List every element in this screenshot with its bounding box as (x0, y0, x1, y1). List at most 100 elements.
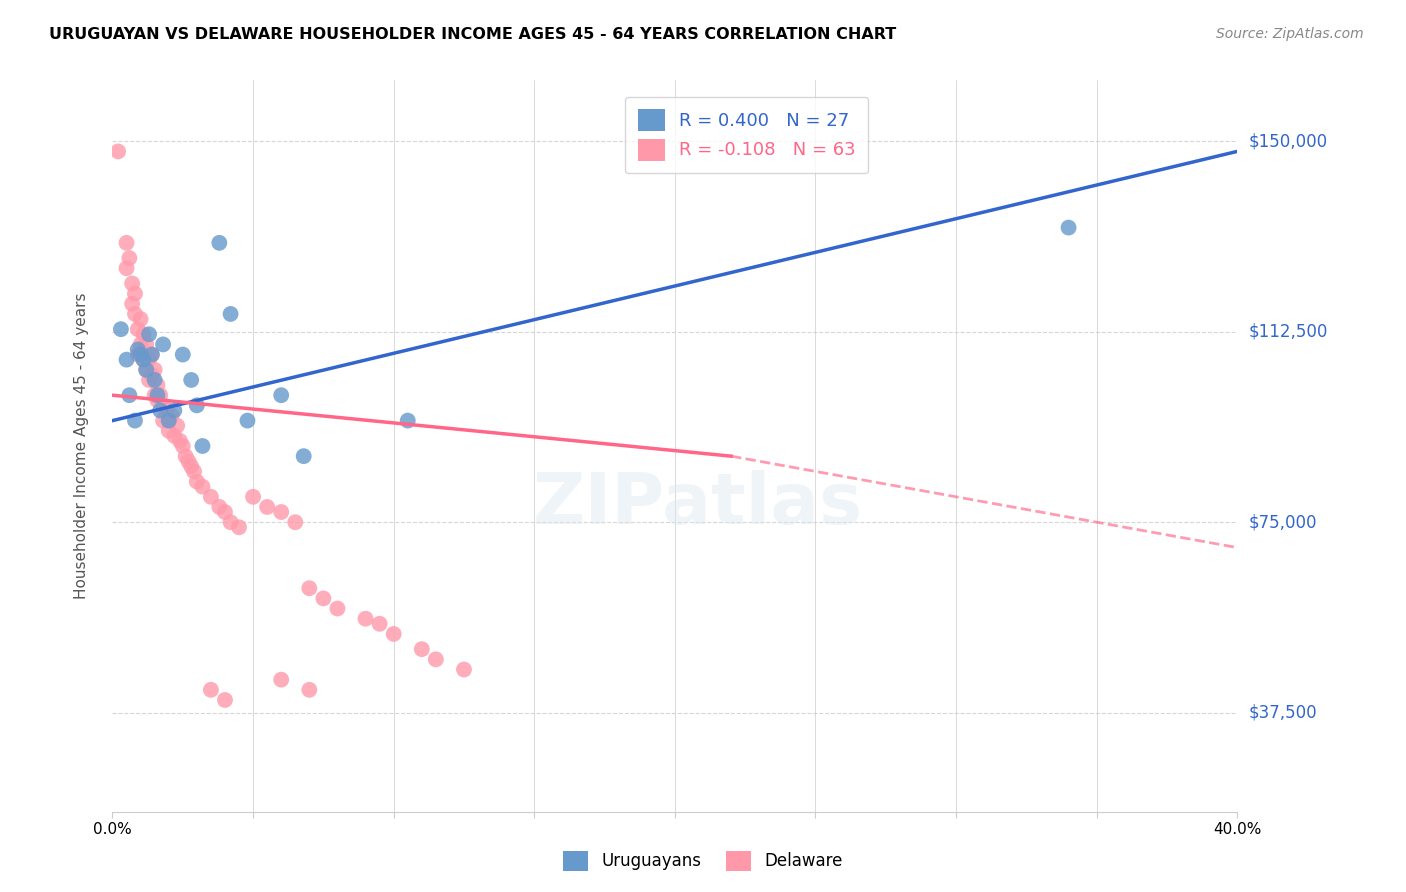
Point (326, 601, 349, 615)
Point (129, 312, 152, 326)
Y-axis label: Householder Income Ages 45 - 64 years: Householder Income Ages 45 - 64 years (75, 293, 89, 599)
Point (129, 337, 152, 351)
Point (160, 409, 183, 423)
Legend: R = 0.400   N = 27, R = -0.108   N = 63: R = 0.400 N = 27, R = -0.108 N = 63 (624, 96, 869, 173)
Point (149, 403, 172, 417)
Text: ZIPatlas: ZIPatlas (533, 470, 862, 539)
Point (425, 652, 447, 666)
Point (141, 347, 163, 362)
Point (143, 373, 166, 387)
Point (1057, 220, 1080, 235)
Point (242, 490, 264, 504)
Text: $37,500: $37,500 (1249, 704, 1317, 722)
Point (146, 393, 169, 408)
Point (124, 414, 146, 428)
Text: $75,000: $75,000 (1249, 513, 1317, 532)
Point (135, 363, 157, 377)
Legend: Uruguayans, Delaware: Uruguayans, Delaware (554, 842, 852, 880)
Point (214, 505, 236, 519)
Point (138, 352, 160, 367)
Point (146, 388, 169, 402)
Point (219, 307, 242, 321)
Point (191, 439, 214, 453)
Point (152, 414, 174, 428)
Point (382, 627, 405, 641)
Text: $150,000: $150,000 (1249, 132, 1327, 150)
Point (368, 616, 391, 631)
Point (115, 352, 138, 367)
Point (284, 515, 307, 529)
Point (219, 515, 242, 529)
Point (396, 414, 419, 428)
Point (186, 398, 208, 412)
Point (132, 352, 155, 367)
Point (129, 347, 152, 362)
Point (298, 581, 321, 595)
Point (166, 418, 188, 433)
Point (180, 459, 202, 474)
Point (143, 388, 166, 402)
Point (256, 500, 278, 514)
Point (127, 347, 149, 362)
Point (132, 352, 155, 367)
Point (141, 368, 163, 382)
Point (270, 505, 292, 519)
Point (118, 388, 141, 402)
Point (118, 251, 141, 265)
Point (174, 449, 197, 463)
Point (138, 373, 160, 387)
Point (169, 434, 191, 448)
Point (157, 414, 180, 428)
Point (172, 439, 194, 453)
Point (152, 398, 174, 412)
Point (157, 414, 180, 428)
Point (146, 378, 169, 392)
Point (163, 403, 186, 417)
Point (200, 490, 222, 504)
Point (135, 363, 157, 377)
Point (135, 337, 157, 351)
Point (208, 500, 231, 514)
Point (110, 322, 132, 336)
Point (236, 414, 259, 428)
Text: Source: ZipAtlas.com: Source: ZipAtlas.com (1216, 27, 1364, 41)
Point (138, 327, 160, 342)
Point (186, 475, 208, 489)
Point (183, 464, 205, 478)
Text: $112,500: $112,500 (1249, 323, 1327, 341)
Point (453, 663, 475, 677)
Point (180, 373, 202, 387)
Point (172, 347, 194, 362)
Point (157, 424, 180, 438)
Point (270, 388, 292, 402)
Point (163, 429, 186, 443)
Point (124, 307, 146, 321)
Point (149, 388, 172, 402)
Point (152, 337, 174, 351)
Point (228, 520, 250, 534)
Point (115, 235, 138, 250)
Text: URUGUAYAN VS DELAWARE HOUSEHOLDER INCOME AGES 45 - 64 YEARS CORRELATION CHART: URUGUAYAN VS DELAWARE HOUSEHOLDER INCOME… (49, 27, 897, 42)
Point (298, 682, 321, 697)
Point (132, 327, 155, 342)
Point (155, 403, 177, 417)
Point (177, 454, 200, 468)
Point (107, 145, 129, 159)
Point (127, 322, 149, 336)
Point (127, 343, 149, 357)
Point (124, 286, 146, 301)
Point (208, 235, 231, 250)
Point (115, 261, 138, 276)
Point (191, 480, 214, 494)
Point (200, 682, 222, 697)
Point (312, 591, 335, 606)
Point (354, 612, 377, 626)
Point (292, 449, 315, 463)
Point (214, 693, 236, 707)
Point (121, 297, 143, 311)
Point (121, 277, 143, 291)
Point (270, 673, 292, 687)
Point (411, 642, 433, 657)
Point (143, 363, 166, 377)
Point (141, 347, 163, 362)
